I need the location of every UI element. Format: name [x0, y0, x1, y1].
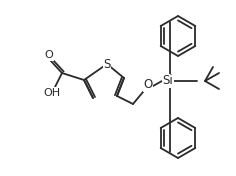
Text: OH: OH: [43, 88, 61, 98]
Text: O: O: [45, 50, 53, 60]
Text: S: S: [103, 58, 111, 71]
Text: Si: Si: [163, 74, 173, 87]
Text: O: O: [143, 78, 153, 92]
